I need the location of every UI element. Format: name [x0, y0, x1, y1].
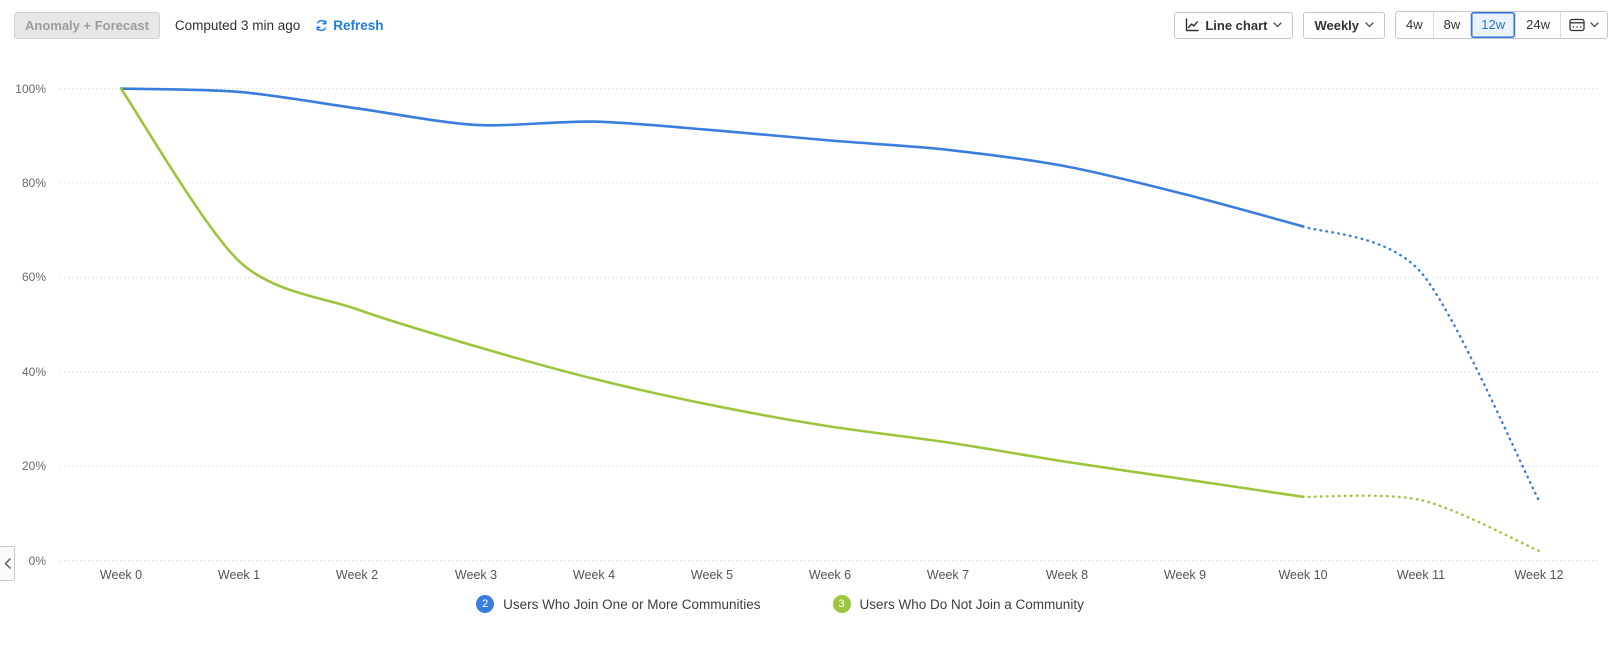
computed-status: Computed 3 min ago	[174, 17, 301, 33]
x-tick-label: Week 8	[1045, 568, 1089, 582]
chevron-left-icon	[4, 558, 11, 569]
date-range-calendar-button[interactable]	[1560, 12, 1607, 38]
legend-series-badge: 2	[476, 595, 495, 613]
x-tick-label: Week 6	[808, 568, 852, 582]
legend-item[interactable]: 2 Users Who Join One or More Communities	[476, 595, 761, 613]
legend-series-badge: 3	[832, 595, 851, 613]
chevron-down-icon	[1590, 22, 1599, 28]
x-tick-label: Week 10	[1278, 568, 1328, 582]
refresh-label: Refresh	[333, 17, 384, 33]
legend-series-label: Users Who Do Not Join a Community	[859, 596, 1084, 612]
interval-dropdown[interactable]: Weekly	[1303, 11, 1386, 39]
range-button-12w[interactable]: 12w	[1470, 12, 1516, 38]
y-tick-label: 100%	[15, 82, 46, 96]
anomaly-forecast-button[interactable]: Anomaly + Forecast	[14, 11, 160, 39]
chart-legend: 2 Users Who Join One or More Communities 3…	[0, 595, 1560, 613]
toolbar-right: Line chart Weekly 4w 8w 12w 24w	[1174, 11, 1608, 39]
x-tick-label: Week 7	[926, 568, 970, 582]
series-line-forecast	[1301, 494, 1541, 553]
collapse-panel-handle[interactable]	[0, 546, 15, 581]
y-tick-label: 0%	[28, 554, 46, 568]
legend-series-label: Users Who Join One or More Communities	[503, 596, 761, 612]
range-button-4w[interactable]: 4w	[1396, 12, 1433, 38]
toolbar-left: Anomaly + Forecast Computed 3 min ago Re…	[14, 11, 384, 39]
x-tick-label: Week 1	[217, 568, 261, 582]
chevron-down-icon	[1365, 22, 1374, 28]
range-button-8w[interactable]: 8w	[1432, 12, 1471, 38]
y-tick-label: 60%	[21, 270, 46, 284]
y-tick-label: 20%	[21, 459, 46, 473]
range-button-24w[interactable]: 24w	[1515, 12, 1560, 38]
chart-type-dropdown[interactable]: Line chart	[1174, 11, 1294, 39]
x-tick-label: Week 2	[335, 568, 379, 582]
chart-type-label: Line chart	[1205, 17, 1268, 33]
series-line-forecast	[1301, 225, 1541, 503]
refresh-icon	[315, 19, 328, 32]
toolbar: Anomaly + Forecast Computed 3 min ago Re…	[0, 0, 1622, 50]
interval-label: Weekly	[1314, 17, 1360, 33]
line-chart-icon	[1185, 18, 1200, 32]
range-selector: 4w 8w 12w 24w	[1395, 11, 1608, 39]
series-line-actual	[119, 87, 1305, 228]
calendar-icon	[1569, 18, 1585, 32]
y-tick-label: 40%	[21, 365, 46, 379]
legend-item[interactable]: 3 Users Who Do Not Join a Community	[832, 595, 1084, 613]
x-tick-label: Week 5	[690, 568, 734, 582]
x-tick-label: Week 4	[572, 568, 616, 582]
refresh-button[interactable]: Refresh	[315, 17, 384, 33]
series-line-actual	[119, 87, 1305, 499]
x-tick-label: Week 12	[1514, 568, 1564, 582]
chevron-down-icon	[1273, 22, 1283, 28]
x-tick-label: Week 9	[1163, 568, 1207, 582]
x-tick-label: Week 11	[1396, 568, 1446, 582]
x-tick-label: Week 0	[99, 568, 143, 582]
y-tick-label: 80%	[21, 176, 46, 190]
x-tick-label: Week 3	[454, 568, 498, 582]
